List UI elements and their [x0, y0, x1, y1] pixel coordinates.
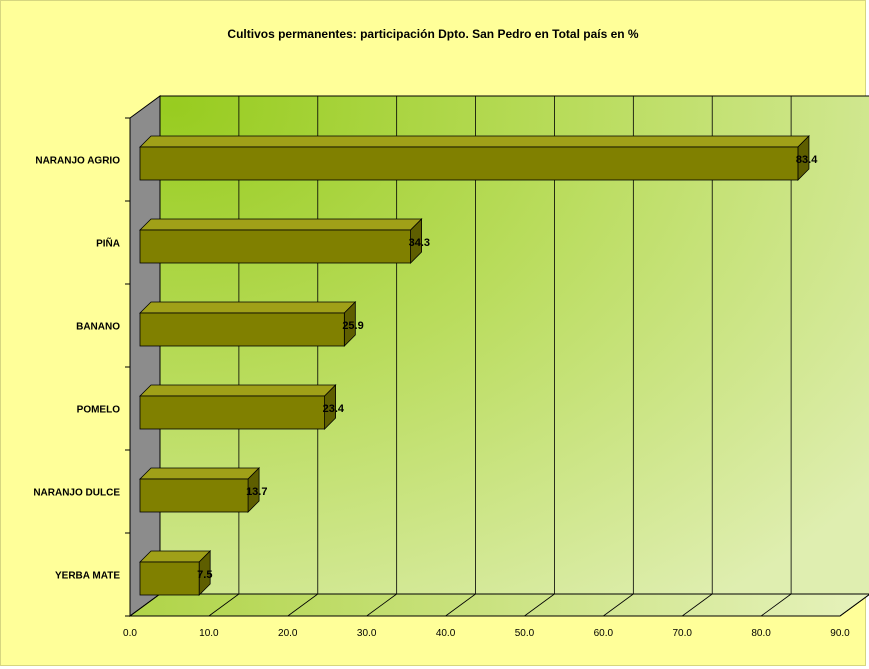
data-label: 23.4 — [323, 403, 345, 415]
bar — [139, 395, 326, 430]
bar — [139, 229, 411, 264]
data-label: 83.4 — [796, 154, 818, 166]
category-label: NARANJO AGRIO — [35, 156, 120, 167]
bar-top — [139, 135, 810, 148]
floor-gridline — [287, 593, 319, 617]
bar — [139, 561, 200, 596]
floor-gridline — [681, 593, 713, 617]
bar-top — [139, 218, 423, 231]
data-label: 25.9 — [342, 320, 363, 332]
category-label: POMELO — [77, 405, 121, 416]
category-label: YERBA MATE — [55, 571, 120, 582]
floor-gridline — [208, 593, 240, 617]
bar-top — [139, 467, 261, 480]
bar-top — [139, 301, 357, 314]
chart-title: Cultivos permanentes: participación Dpto… — [227, 27, 639, 41]
bar-top — [139, 384, 337, 397]
floor-gridline — [445, 593, 476, 617]
data-label: 13.7 — [246, 486, 267, 498]
x-tick-label: 30.0 — [357, 628, 377, 639]
x-tick-label: 0.0 — [123, 628, 137, 639]
bar — [139, 478, 249, 513]
data-label: 7.5 — [197, 569, 212, 581]
x-tick-label: 90.0 — [830, 628, 850, 639]
x-tick-label: 60.0 — [594, 628, 614, 639]
floor — [128, 593, 869, 617]
x-tick-label: 70.0 — [672, 628, 692, 639]
x-tick-label: 50.0 — [515, 628, 535, 639]
floor-gridline — [524, 593, 555, 617]
bar — [139, 146, 799, 181]
bar — [139, 312, 345, 347]
category-label: BANANO — [76, 322, 120, 333]
bar-top — [139, 550, 212, 563]
floor-gridline — [129, 593, 161, 617]
floor-gridline — [839, 594, 869, 617]
floor-gridline — [603, 593, 634, 617]
x-tick-label: 10.0 — [199, 628, 219, 639]
x-tick-label: 40.0 — [436, 628, 456, 639]
floor-gridline — [366, 593, 397, 617]
category-label: NARANJO DULCE — [33, 488, 120, 499]
category-label: PIÑA — [96, 237, 120, 250]
x-tick-label: 80.0 — [751, 628, 771, 639]
x-tick-label: 20.0 — [278, 628, 298, 639]
data-label: 34.3 — [409, 237, 430, 249]
floor-gridline — [760, 593, 792, 617]
